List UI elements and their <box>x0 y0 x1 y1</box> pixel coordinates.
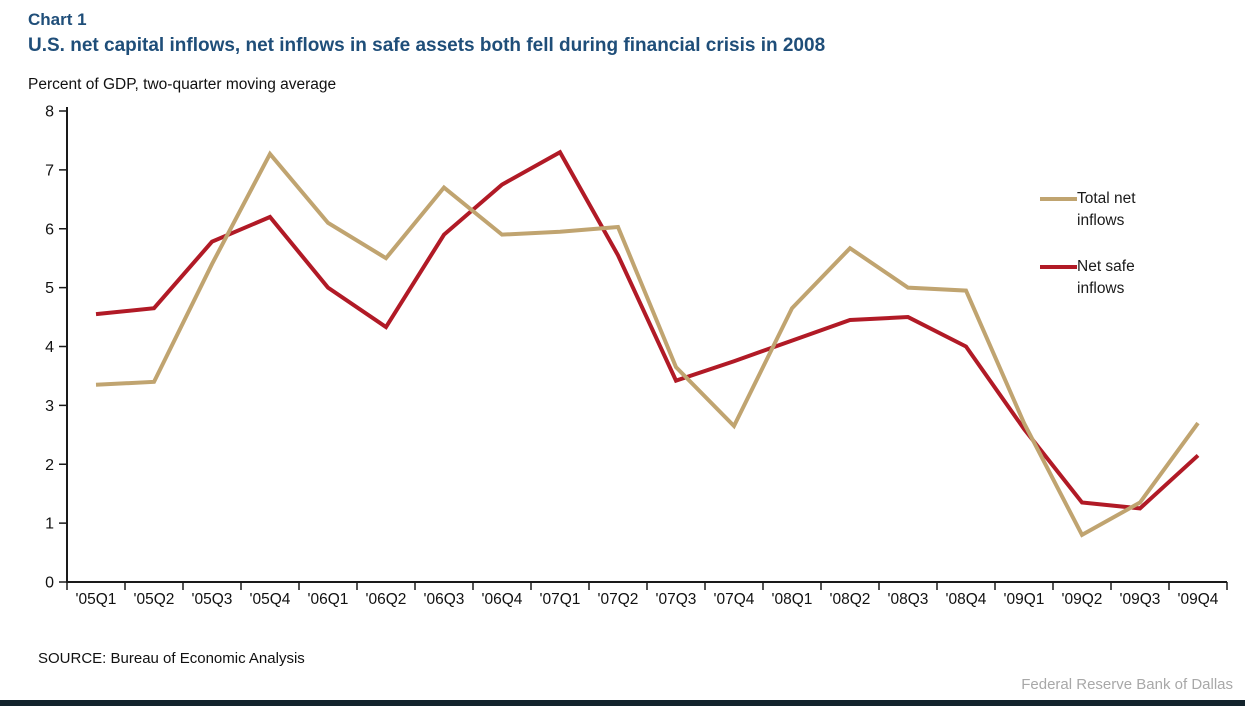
y-axis-tick-label: 7 <box>45 162 54 179</box>
y-axis-tick-label: 2 <box>45 457 54 474</box>
footer-attribution: Federal Reserve Bank of Dallas <box>1021 676 1233 693</box>
y-axis-tick-label: 1 <box>45 516 54 533</box>
net-safe-inflows-line-swatch <box>1040 265 1077 269</box>
x-axis-tick-label: '06Q3 <box>424 591 465 608</box>
y-axis-tick-label: 5 <box>45 280 54 297</box>
x-axis-tick-label: '09Q2 <box>1062 591 1103 608</box>
x-axis-tick-label: '06Q4 <box>482 591 523 608</box>
chart-number-label: Chart 1 <box>28 10 87 29</box>
x-axis-tick-label: '06Q2 <box>366 591 407 608</box>
x-axis-tick-label: '08Q2 <box>830 591 871 608</box>
legend-item-total-net-inflows: Total net inflows <box>1040 188 1136 232</box>
x-axis-tick-label: '07Q4 <box>714 591 755 608</box>
x-axis-tick-label: '06Q1 <box>308 591 349 608</box>
x-axis-tick-label: '07Q3 <box>656 591 697 608</box>
y-axis-tick-label: 3 <box>45 398 54 415</box>
x-axis-tick-label: '08Q4 <box>946 591 987 608</box>
total-net-inflows-line-swatch <box>1040 197 1077 201</box>
source-note: SOURCE: Bureau of Economic Analysis <box>38 650 305 667</box>
legend-label-net-safe-inflows: Net safe inflows <box>1077 256 1135 300</box>
chart-header: Chart 1 U.S. net capital inflows, net in… <box>28 8 825 58</box>
x-axis-tick-label: '09Q3 <box>1120 591 1161 608</box>
y-axis-tick-label: 6 <box>45 221 54 238</box>
x-axis-tick-label: '07Q2 <box>598 591 639 608</box>
series-line-net-safe-inflows <box>95 149 1200 511</box>
series-line-total-net-inflows <box>95 150 1200 538</box>
x-axis-tick-label: '05Q4 <box>250 591 291 608</box>
footer-bar <box>0 700 1245 706</box>
legend-label-line: inflows <box>1077 212 1125 229</box>
x-axis-tick-label: '05Q1 <box>76 591 117 608</box>
axis-units-label: Percent of GDP, two-quarter moving avera… <box>28 76 337 93</box>
x-axis-tick-label: '09Q4 <box>1178 591 1219 608</box>
x-axis-tick-label: '09Q1 <box>1004 591 1045 608</box>
y-axis-tick-label: 8 <box>45 104 54 121</box>
x-axis-tick-label: '08Q3 <box>888 591 929 608</box>
x-axis-tick-label: '07Q1 <box>540 591 581 608</box>
x-axis-tick-label: '08Q1 <box>772 591 813 608</box>
x-axis-tick-label: '05Q3 <box>192 591 233 608</box>
x-axis-tick-label: '05Q2 <box>134 591 175 608</box>
chart-title: U.S. net capital inflows, net inflows in… <box>28 34 826 56</box>
legend-label-total-net-inflows: Total net inflows <box>1077 188 1136 232</box>
legend-label-line: Net safe <box>1077 258 1135 275</box>
legend-label-line: Total net <box>1077 190 1136 207</box>
y-axis-tick-label: 0 <box>45 575 54 592</box>
y-axis-tick-label: 4 <box>45 339 54 356</box>
legend-label-line: inflows <box>1077 280 1125 297</box>
legend-item-net-safe-inflows: Net safe inflows <box>1040 256 1135 300</box>
